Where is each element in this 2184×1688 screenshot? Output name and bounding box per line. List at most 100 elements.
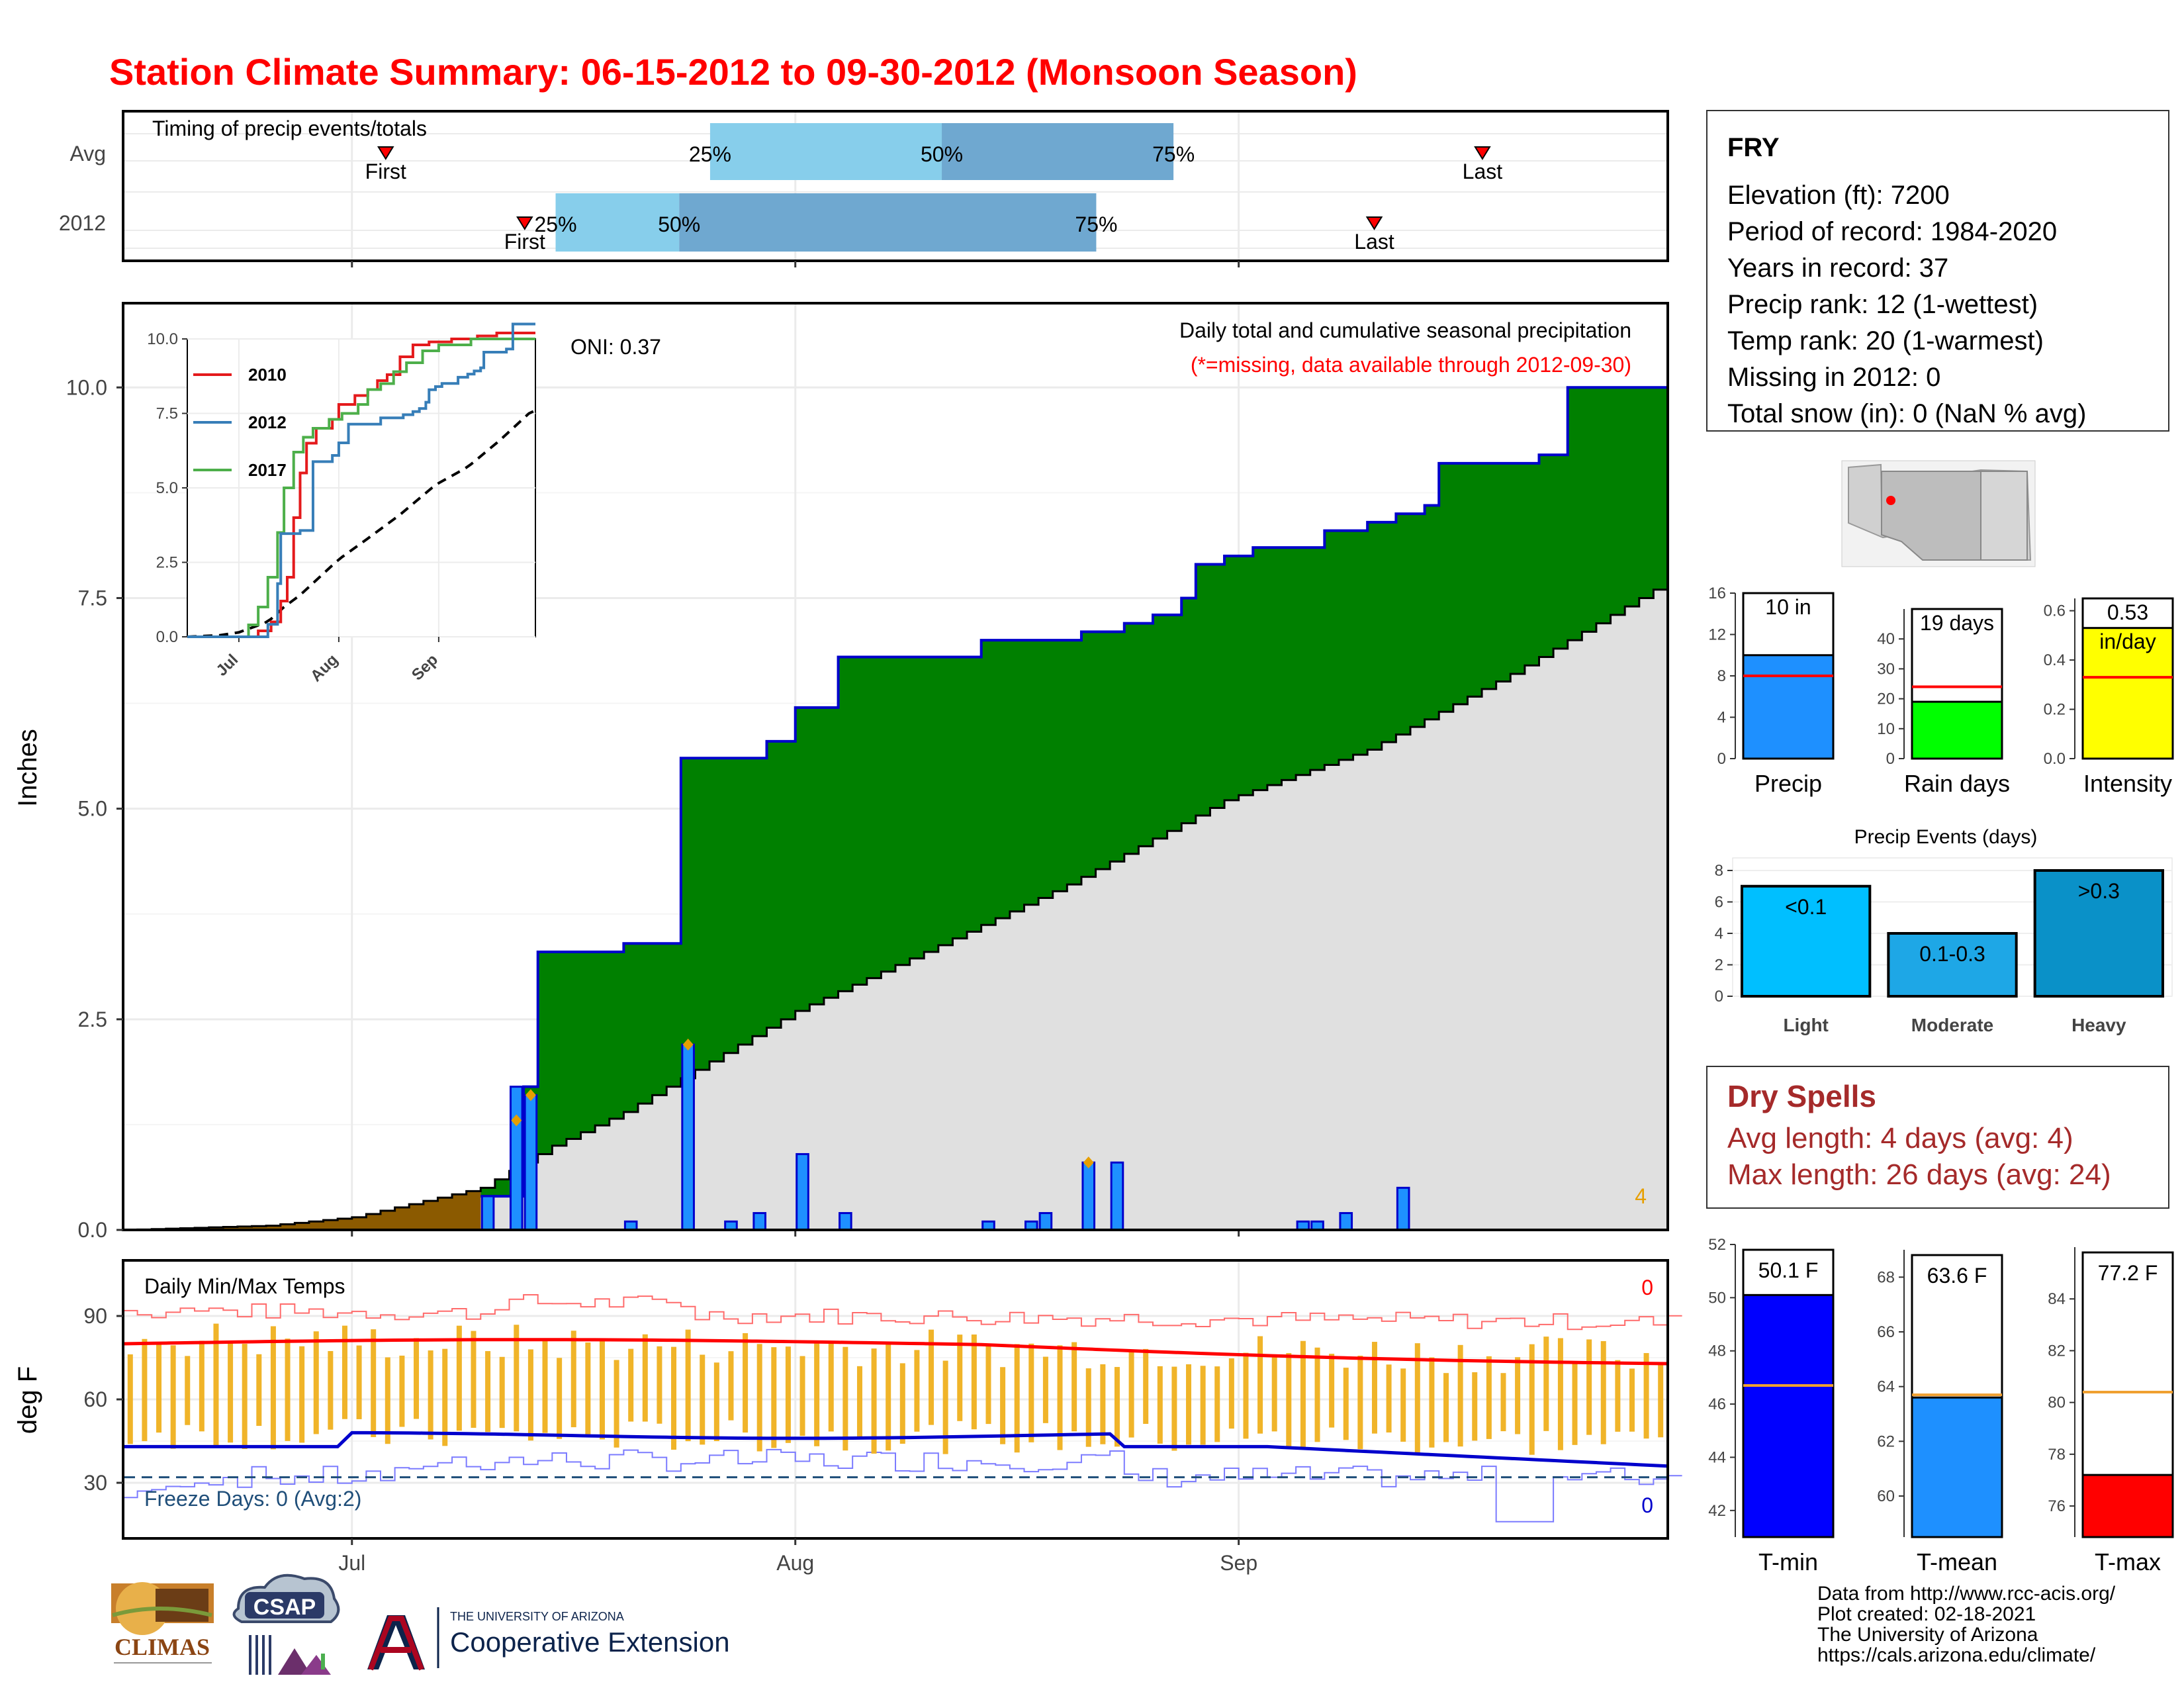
daily-temp-range-bar <box>1057 1345 1063 1450</box>
legend-label: 2012 <box>248 412 287 432</box>
temp-ylabel: deg F <box>13 1366 42 1434</box>
daily-temp-range-bar <box>985 1345 991 1425</box>
daily-temp-range-bar <box>1157 1366 1163 1444</box>
daily-temp-range-bar <box>1386 1364 1392 1432</box>
summary-value-label: 0.53 <box>2107 600 2148 624</box>
y-tick-label: 80 <box>2048 1394 2066 1412</box>
daily-precip-bar <box>1081 1161 1096 1231</box>
timing-last-label: Last <box>1354 230 1394 254</box>
daily-temp-range-bar <box>185 1356 191 1425</box>
y-tick-label: 82 <box>2048 1342 2066 1360</box>
summary-bar <box>1742 654 1835 760</box>
y-tick-label: 0 <box>1717 750 1726 768</box>
y-tick-label: 48 <box>1708 1342 1726 1360</box>
timing-bar-25-50 <box>709 123 942 180</box>
timing-p75-label: 75% <box>1152 142 1195 166</box>
y-tick-label: 4 <box>1717 709 1726 727</box>
daily-temp-range-bar <box>785 1346 791 1443</box>
average-cumulative-line <box>123 588 1668 1231</box>
station-name: FRY <box>1727 133 1780 162</box>
y-tick-label: 10 <box>1877 720 1895 738</box>
event-bar-label: <0.1 <box>1785 895 1827 919</box>
y-tick-label: 10.0 <box>66 375 107 399</box>
inset-y-tick: 2.5 <box>156 554 178 572</box>
x-tick-label: Aug <box>776 1551 814 1575</box>
station-info-line: Years in record: 37 <box>1727 254 1949 283</box>
y-tick-label: 64 <box>1877 1378 1895 1396</box>
record-min-line <box>123 1448 1682 1523</box>
inset-line-2010 <box>187 332 535 638</box>
daily-temp-range-bar <box>228 1342 234 1443</box>
daily-temp-range-bar <box>213 1323 219 1447</box>
footer-line: The University of Arizona <box>1817 1624 2038 1646</box>
daily-precip-bar <box>523 1094 538 1231</box>
y-tick-label: 0 <box>1886 750 1895 768</box>
daily-temp-range-bar <box>842 1346 848 1451</box>
daily-temp-range-bar <box>142 1338 148 1442</box>
daily-temp-range-bar <box>1042 1356 1048 1423</box>
precip-ylabel: Inches <box>13 729 42 807</box>
daily-temp-range-bar <box>1271 1357 1277 1432</box>
temp-title: Daily Min/Max Temps <box>144 1274 345 1298</box>
daily-temp-range-bar <box>557 1358 563 1439</box>
daily-temp-range-bar <box>456 1325 462 1431</box>
daily-temp-range-bar <box>700 1354 705 1445</box>
daily-temp-range-bar <box>242 1344 248 1449</box>
daily-temp-range-bar <box>371 1329 377 1437</box>
y-tick-label: 60 <box>1877 1487 1895 1505</box>
y-tick-label: 8 <box>1717 667 1726 685</box>
station-info-line: Elevation (ft): 7200 <box>1727 181 1950 210</box>
oni-label: ONI: 0.37 <box>570 335 661 359</box>
missing-count: 4 <box>1635 1184 1647 1208</box>
daily-temp-range-bar <box>728 1351 734 1421</box>
y-tick-label: 16 <box>1708 585 1726 602</box>
y-tick-label: 52 <box>1708 1236 1726 1254</box>
avg-min-temp-line <box>123 1430 1668 1468</box>
daily-temp-range-bar <box>1200 1366 1206 1445</box>
x-tick-label: Sep <box>1220 1551 1257 1575</box>
y-tick-label: 7.5 <box>78 586 107 610</box>
timing-p75-label: 75% <box>1075 212 1117 236</box>
dry-spells-box: Dry Spells Avg length: 4 days (avg: 4) M… <box>1706 1066 2169 1209</box>
summary-bar-label: Intensity <box>2083 770 2172 797</box>
event-bar <box>1887 932 2018 998</box>
csap-text: CSAP <box>253 1595 316 1620</box>
y-tick-label: 66 <box>1877 1323 1895 1341</box>
daily-temp-range-bar <box>1257 1336 1263 1434</box>
daily-temp-range-bar <box>957 1335 963 1421</box>
station-info-line: Total snow (in): 0 (NaN % avg) <box>1727 399 2087 428</box>
event-category-label: Heavy <box>2071 1015 2126 1035</box>
daily-temp-range-bar <box>914 1350 920 1432</box>
daily-temp-range-bar <box>1443 1373 1449 1442</box>
timing-p50-label: 50% <box>921 142 963 166</box>
deficit-area <box>123 1191 481 1230</box>
temp-bar <box>2081 1474 2174 1538</box>
event-category-label: Light <box>1783 1015 1828 1035</box>
temp-bar-label: T-min <box>1758 1548 1818 1575</box>
daily-temp-range-bar <box>599 1339 605 1440</box>
daily-temp-range-bar <box>1615 1360 1621 1432</box>
daily-precip-bar <box>839 1212 852 1231</box>
daily-temp-range-bar <box>485 1351 491 1432</box>
climas-text: CLIMAS <box>114 1634 210 1660</box>
daily-temp-range-bar <box>1500 1373 1506 1432</box>
daily-temp-range-bar <box>886 1342 891 1451</box>
timing-bar-50-75 <box>942 123 1174 180</box>
daily-temp-range-bar <box>1357 1356 1363 1450</box>
footer-credits: Data from http://www.rcc-acis.org/ Plot … <box>1817 1583 2116 1666</box>
temp-bar-label: T-mean <box>1917 1548 1997 1575</box>
daily-temp-range-bar <box>328 1351 334 1430</box>
daily-precip-bar <box>480 1195 495 1231</box>
daily-temp-range-bar <box>799 1356 805 1436</box>
y-tick-label: 5.0 <box>78 797 107 821</box>
daily-temp-range-bar <box>1371 1342 1377 1434</box>
daily-temp-range-bar <box>1343 1368 1349 1440</box>
station-info-line: Precip rank: 12 (1-wettest) <box>1727 290 2038 319</box>
station-info-line: Missing in 2012: 0 <box>1727 363 1941 392</box>
daily-temp-range-bar <box>1128 1350 1134 1438</box>
precip-panel-title: Daily total and cumulative seasonal prec… <box>1179 318 1631 342</box>
y-tick-label: 46 <box>1708 1395 1726 1413</box>
timing-last-marker <box>1474 146 1491 160</box>
daily-temp-range-bar <box>685 1329 691 1442</box>
daily-temp-range-bar <box>1243 1352 1249 1439</box>
